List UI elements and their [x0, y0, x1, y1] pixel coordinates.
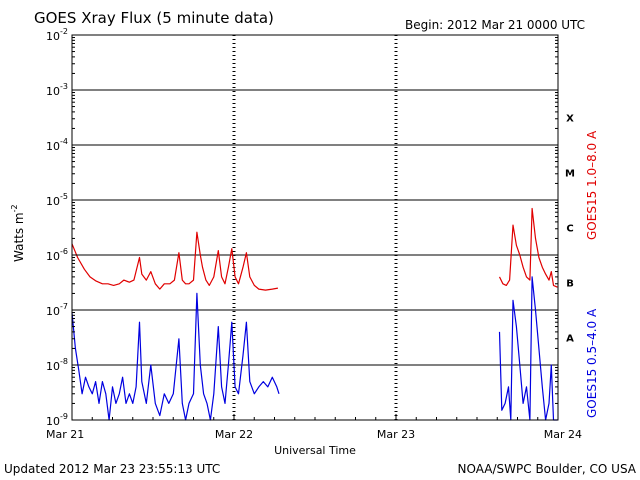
plot-frame — [71, 34, 559, 421]
y-tick-base: 10 — [46, 415, 60, 428]
x-axis-label: Universal Time — [274, 444, 356, 457]
flare-class-label: M — [565, 169, 575, 180]
series-line-2 — [71, 276, 558, 421]
chart-title: GOES Xray Flux (5 minute data) — [34, 9, 274, 27]
flare-class-label: X — [566, 114, 574, 125]
y-tick-exponent: -7 — [60, 302, 68, 311]
legend-entry-1: GOES15 1.0–8.0 A — [585, 130, 599, 240]
y-tick-base: 10 — [46, 140, 60, 153]
chart-grid — [72, 35, 558, 420]
y-tick-exponent: -4 — [60, 137, 68, 146]
y-tick-exponent: -9 — [60, 412, 68, 421]
y-tick-label: 10-7 — [46, 302, 68, 318]
y-tick-label: 10-5 — [46, 192, 68, 208]
updated-timestamp: Updated 2012 Mar 23 23:55:13 UTC — [4, 462, 220, 476]
x-tick-label: Mar 21 — [46, 428, 84, 441]
y-tick-label: 10-8 — [46, 357, 68, 373]
begin-time: Begin: 2012 Mar 21 0000 UTC — [405, 18, 585, 32]
y-tick-exponent: -6 — [60, 247, 68, 256]
y-tick-base: 10 — [46, 195, 60, 208]
y-tick-label: 10-9 — [46, 412, 68, 428]
y-tick-label: 10-2 — [46, 27, 68, 43]
series-group — [71, 207, 558, 421]
y-tick-base: 10 — [46, 250, 60, 263]
source-credit: NOAA/SWPC Boulder, CO USA — [458, 462, 637, 476]
x-tick-label: Mar 24 — [544, 428, 582, 441]
y-tick-base: 10 — [46, 305, 60, 318]
y-tick-exponent: -5 — [60, 192, 68, 201]
y-tick-label: 10-4 — [46, 137, 68, 153]
series-line-1 — [71, 207, 558, 291]
legend: GOES15 1.0–8.0 A GOES15 0.5–4.0 A — [585, 130, 599, 418]
y-tick-exponent: -3 — [60, 82, 68, 91]
flare-class-label: C — [566, 224, 573, 235]
flare-class-label: A — [566, 334, 574, 345]
x-tick-label: Mar 22 — [215, 428, 253, 441]
y-tick-base: 10 — [46, 30, 60, 43]
x-tick-label: Mar 23 — [377, 428, 415, 441]
y-tick-label: 10-3 — [46, 82, 68, 98]
y-tick-exponent: -2 — [60, 27, 68, 36]
y-tick-base: 10 — [46, 85, 60, 98]
y-tick-label: 10-6 — [46, 247, 68, 263]
y-tick-base: 10 — [46, 360, 60, 373]
y-axis-label: Watts m-2 — [10, 204, 26, 262]
flare-class-label: B — [566, 279, 574, 290]
y-tick-exponent: -8 — [60, 357, 68, 366]
legend-entry-2: GOES15 0.5–4.0 A — [585, 308, 599, 418]
